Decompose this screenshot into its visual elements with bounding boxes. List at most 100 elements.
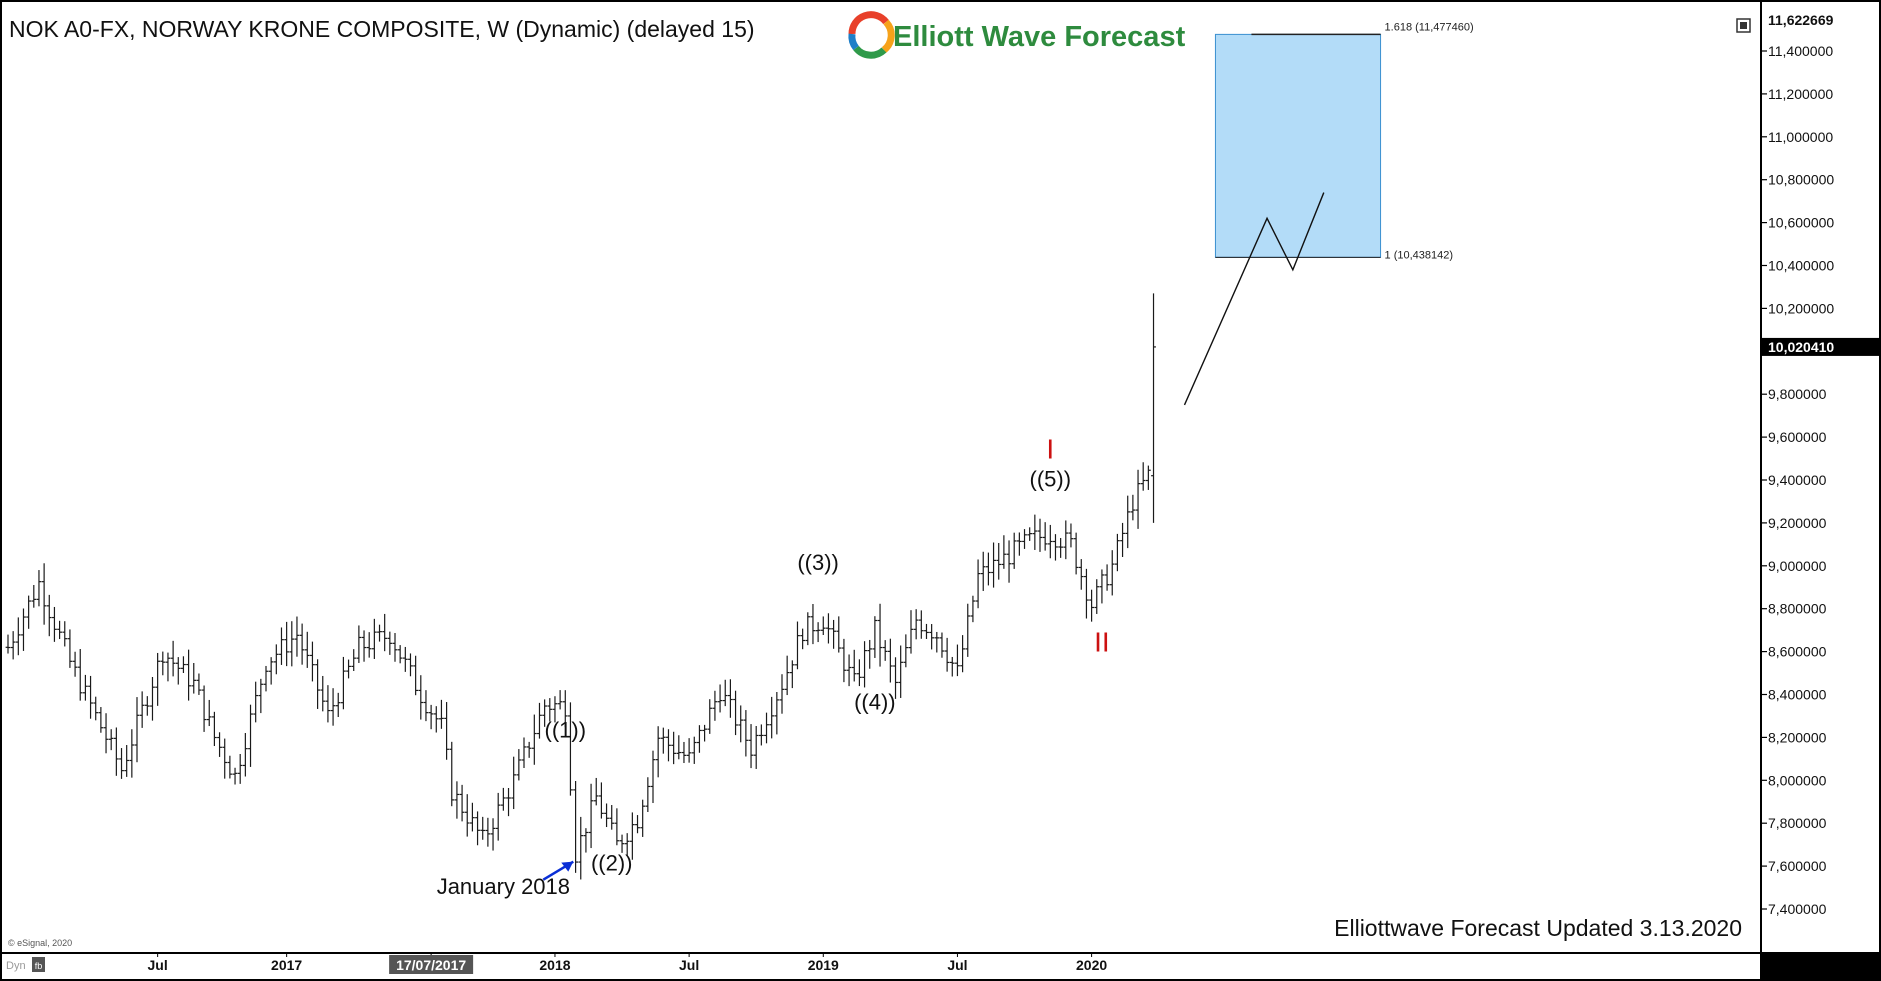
wave-label: I — [1046, 434, 1054, 465]
price-bar — [346, 659, 351, 679]
price-bar — [155, 652, 161, 706]
price-tick-label: 7,600000 — [1768, 858, 1827, 874]
price-bar — [733, 690, 738, 736]
wave-label: ((1)) — [545, 717, 587, 742]
time-tick-label: 2020 — [1076, 957, 1107, 973]
price-bar — [893, 657, 898, 699]
price-bar — [284, 621, 290, 667]
price-bar — [872, 616, 878, 658]
price-bar — [795, 621, 800, 670]
price-bar — [629, 812, 635, 860]
price-bar — [196, 673, 202, 695]
price-bar — [232, 767, 238, 785]
fib-icon[interactable]: fb — [32, 957, 45, 972]
price-bar — [826, 613, 831, 644]
chart-title: NOK A0-FX, NORWAY KRONE COMPOSITE, W (Dy… — [9, 16, 755, 42]
annotation-january-2018: January 2018 — [437, 874, 570, 899]
price-bar — [1135, 469, 1141, 529]
price-bar — [645, 777, 651, 812]
price-bar — [21, 608, 26, 651]
time-tick-label: 17/07/2017 — [396, 957, 466, 973]
price-bar — [5, 634, 11, 654]
price-bar — [820, 616, 826, 636]
time-tick-label: 2019 — [808, 957, 839, 973]
price-bar — [1145, 465, 1151, 490]
price-bar — [108, 729, 114, 751]
price-bar — [991, 542, 996, 588]
price-bar — [913, 609, 919, 640]
price-tick-label: 7,400000 — [1768, 901, 1827, 917]
price-bar — [1104, 564, 1110, 591]
wave-label: ((3)) — [797, 550, 839, 575]
price-bar — [113, 727, 119, 776]
price-bars — [5, 293, 1156, 880]
last-price-badge — [1762, 337, 1879, 356]
time-tick-label: 2017 — [271, 957, 302, 973]
price-bar — [1089, 589, 1094, 622]
price-bar — [119, 748, 124, 779]
price-bar — [784, 655, 790, 696]
window-restore-icon[interactable] — [1736, 18, 1751, 33]
price-bar — [67, 629, 73, 668]
price-bar — [877, 603, 883, 667]
price-bar — [433, 706, 439, 733]
price-bar — [593, 777, 599, 806]
price-bar — [31, 584, 37, 608]
price-bar — [310, 641, 315, 682]
price-tick-label: 8,600000 — [1768, 644, 1827, 660]
price-bar — [686, 738, 692, 763]
price-bar — [237, 753, 243, 784]
price-bar — [191, 662, 197, 694]
fib-1-label: 1 (10,438142) — [1385, 249, 1454, 261]
time-cursor-badge — [389, 955, 474, 974]
wave-label: II — [1094, 627, 1110, 658]
price-bar — [470, 802, 475, 832]
price-bar — [490, 818, 496, 851]
price-bar — [1151, 293, 1156, 523]
time-tick-label: Jul — [947, 957, 967, 973]
price-bar — [810, 603, 816, 645]
price-bar — [960, 635, 965, 673]
price-bar — [1001, 535, 1007, 569]
price-bar — [41, 563, 47, 625]
price-bar — [1037, 518, 1043, 552]
price-bar — [263, 665, 269, 692]
price-bar — [299, 623, 305, 665]
price-bar — [248, 704, 253, 767]
price-bar — [676, 735, 682, 760]
price-tick-label: 10,200000 — [1768, 300, 1834, 316]
projection-path — [1183, 192, 1325, 406]
price-axis: 11,400000 11,200000 11,000000 10,800000 10,6… — [1761, 12, 1879, 917]
price-bar — [650, 750, 656, 804]
price-bar — [903, 634, 909, 668]
wave-label: ((5)) — [1030, 466, 1072, 491]
price-bar — [882, 640, 888, 661]
price-bar — [557, 690, 563, 710]
price-tick-label: 9,200000 — [1768, 515, 1827, 531]
price-bar — [753, 725, 759, 769]
price-bar — [800, 628, 806, 650]
price-bar — [371, 618, 377, 659]
price-tick-label: 9,600000 — [1768, 429, 1827, 445]
price-bar — [1006, 540, 1012, 583]
price-bar — [1032, 514, 1038, 550]
price-bar — [624, 833, 630, 856]
price-bar — [908, 610, 914, 654]
wave-label: ((2)) — [591, 850, 633, 875]
price-bar — [222, 738, 228, 779]
price-bar — [397, 645, 403, 664]
price-bar — [500, 787, 506, 811]
price-tick-label: 10,400000 — [1768, 258, 1834, 274]
price-bar — [93, 696, 99, 721]
top-price-label: 11,622669 — [1768, 12, 1834, 28]
price-bar — [526, 741, 532, 758]
price-bar — [681, 741, 687, 764]
price-bar — [201, 685, 207, 732]
price-bar — [217, 732, 222, 757]
annotation-arrow-icon — [542, 860, 574, 881]
price-tick-label: 11,000000 — [1768, 129, 1833, 145]
price-bar — [516, 749, 522, 781]
price-bar — [103, 713, 109, 754]
plot-background — [2, 2, 1760, 952]
